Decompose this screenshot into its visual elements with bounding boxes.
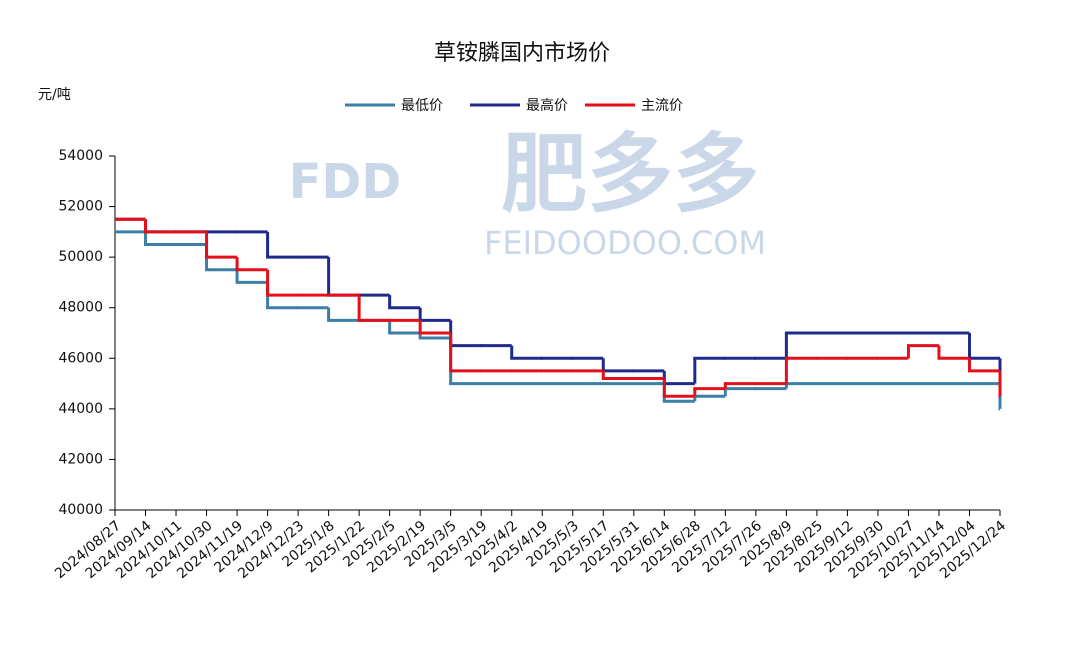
y-tick-label: 54000 — [58, 148, 103, 164]
legend-label: 主流价 — [641, 98, 683, 114]
y-tick-label: 42000 — [58, 451, 103, 467]
chart-title: 草铵膦国内市场价 — [434, 41, 610, 66]
watermark-site: FEIDOODOO.COM — [484, 224, 766, 262]
y-tick-label: 50000 — [58, 249, 103, 265]
y-tick-label: 52000 — [58, 199, 103, 215]
y-tick-label: 46000 — [58, 350, 103, 366]
watermark-brand: 肥多多 — [501, 124, 759, 224]
y-axis-label: 元/吨 — [38, 87, 71, 103]
legend-label: 最高价 — [526, 97, 568, 114]
y-tick-label: 48000 — [58, 300, 103, 316]
legend-label: 最低价 — [401, 98, 443, 114]
y-tick-label: 40000 — [58, 502, 103, 518]
y-tick-label: 44000 — [58, 401, 103, 417]
watermark-logo: FDD — [289, 154, 401, 210]
